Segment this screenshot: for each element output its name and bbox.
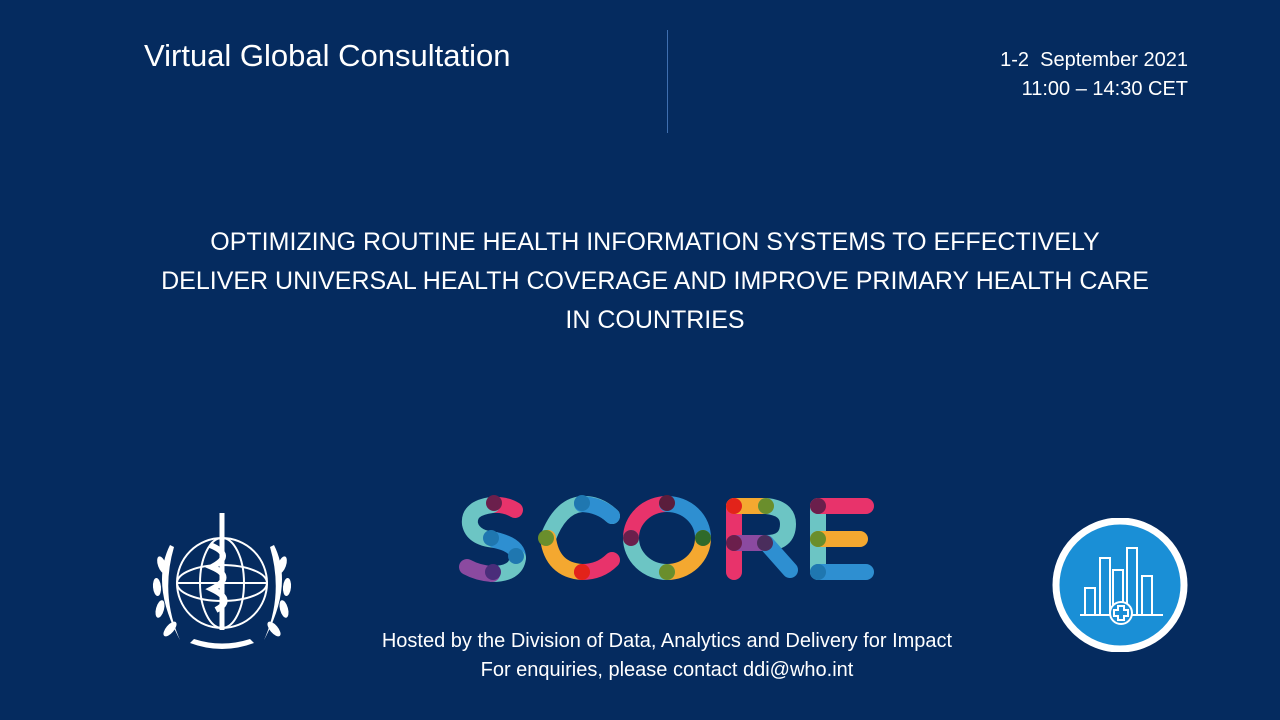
footer: Hosted by the Division of Data, Analytic… — [0, 627, 1280, 685]
heading-line: IN COUNTRIES — [565, 306, 745, 334]
heading-line: OPTIMIZING ROUTINE HEALTH INFORMATION SY… — [210, 228, 1100, 256]
heading-line: DELIVER UNIVERSAL HEALTH COVERAGE AND IM… — [161, 267, 1149, 295]
score-logo — [459, 495, 874, 582]
event-date: 1-2 September 2021 — [1000, 49, 1188, 71]
event-title: Virtual Global Consultation — [144, 38, 511, 73]
main-heading: OPTIMIZING ROUTINE HEALTH INFORMATION SY… — [0, 223, 1280, 340]
hosted-by-text: Hosted by the Division of Data, Analytic… — [381, 630, 953, 652]
divider — [667, 30, 668, 133]
contact-text: For enquiries, please contact ddi@who.in… — [480, 659, 854, 681]
event-datetime: 1-2 September 2021 11:00 – 14:30 CET — [1000, 46, 1188, 104]
event-time: 11:00 – 14:30 CET — [1021, 78, 1188, 100]
bar-chart-health-icon — [1052, 518, 1188, 652]
who-logo — [152, 513, 292, 649]
